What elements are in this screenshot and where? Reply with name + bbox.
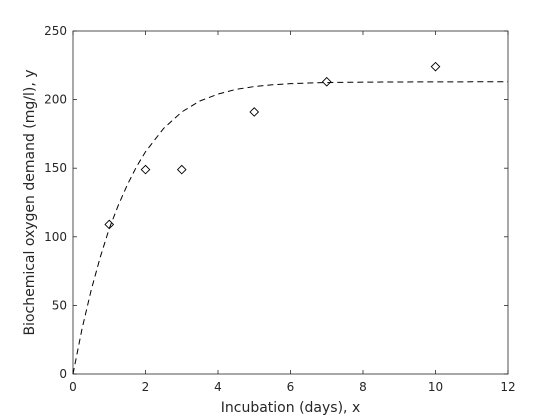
axes-box (72, 30, 509, 375)
x-tick-label: 8 (359, 380, 367, 394)
x-tick-label: 4 (214, 380, 222, 394)
plot-area: 0 2 4 6 8 10 12 0 50 100 150 200 250 (44, 24, 516, 394)
data-point-marker (140, 164, 151, 175)
y-tick-label: 0 (59, 367, 67, 381)
y-tick-label: 200 (44, 93, 67, 107)
data-point-marker (249, 107, 260, 117)
y-tick-label: 100 (44, 230, 67, 244)
data-point-marker (104, 219, 115, 230)
x-tick-label: 10 (428, 380, 443, 394)
x-tick-label: 12 (500, 380, 515, 394)
x-tick-label: 2 (142, 380, 150, 394)
y-axis-label: Biochemical oxygen demand (mg/l), y (22, 69, 38, 335)
data-point-marker (321, 76, 332, 87)
x-tick-label: 6 (287, 380, 295, 394)
y-tick-label: 250 (44, 24, 67, 38)
data-point-marker (430, 61, 441, 72)
y-tick-label: 150 (44, 161, 67, 175)
x-axis-label: Incubation (days), x (221, 400, 360, 416)
data-point-marker (176, 164, 187, 175)
x-tick-label: 0 (69, 380, 77, 394)
y-tick-label: 50 (52, 298, 67, 312)
